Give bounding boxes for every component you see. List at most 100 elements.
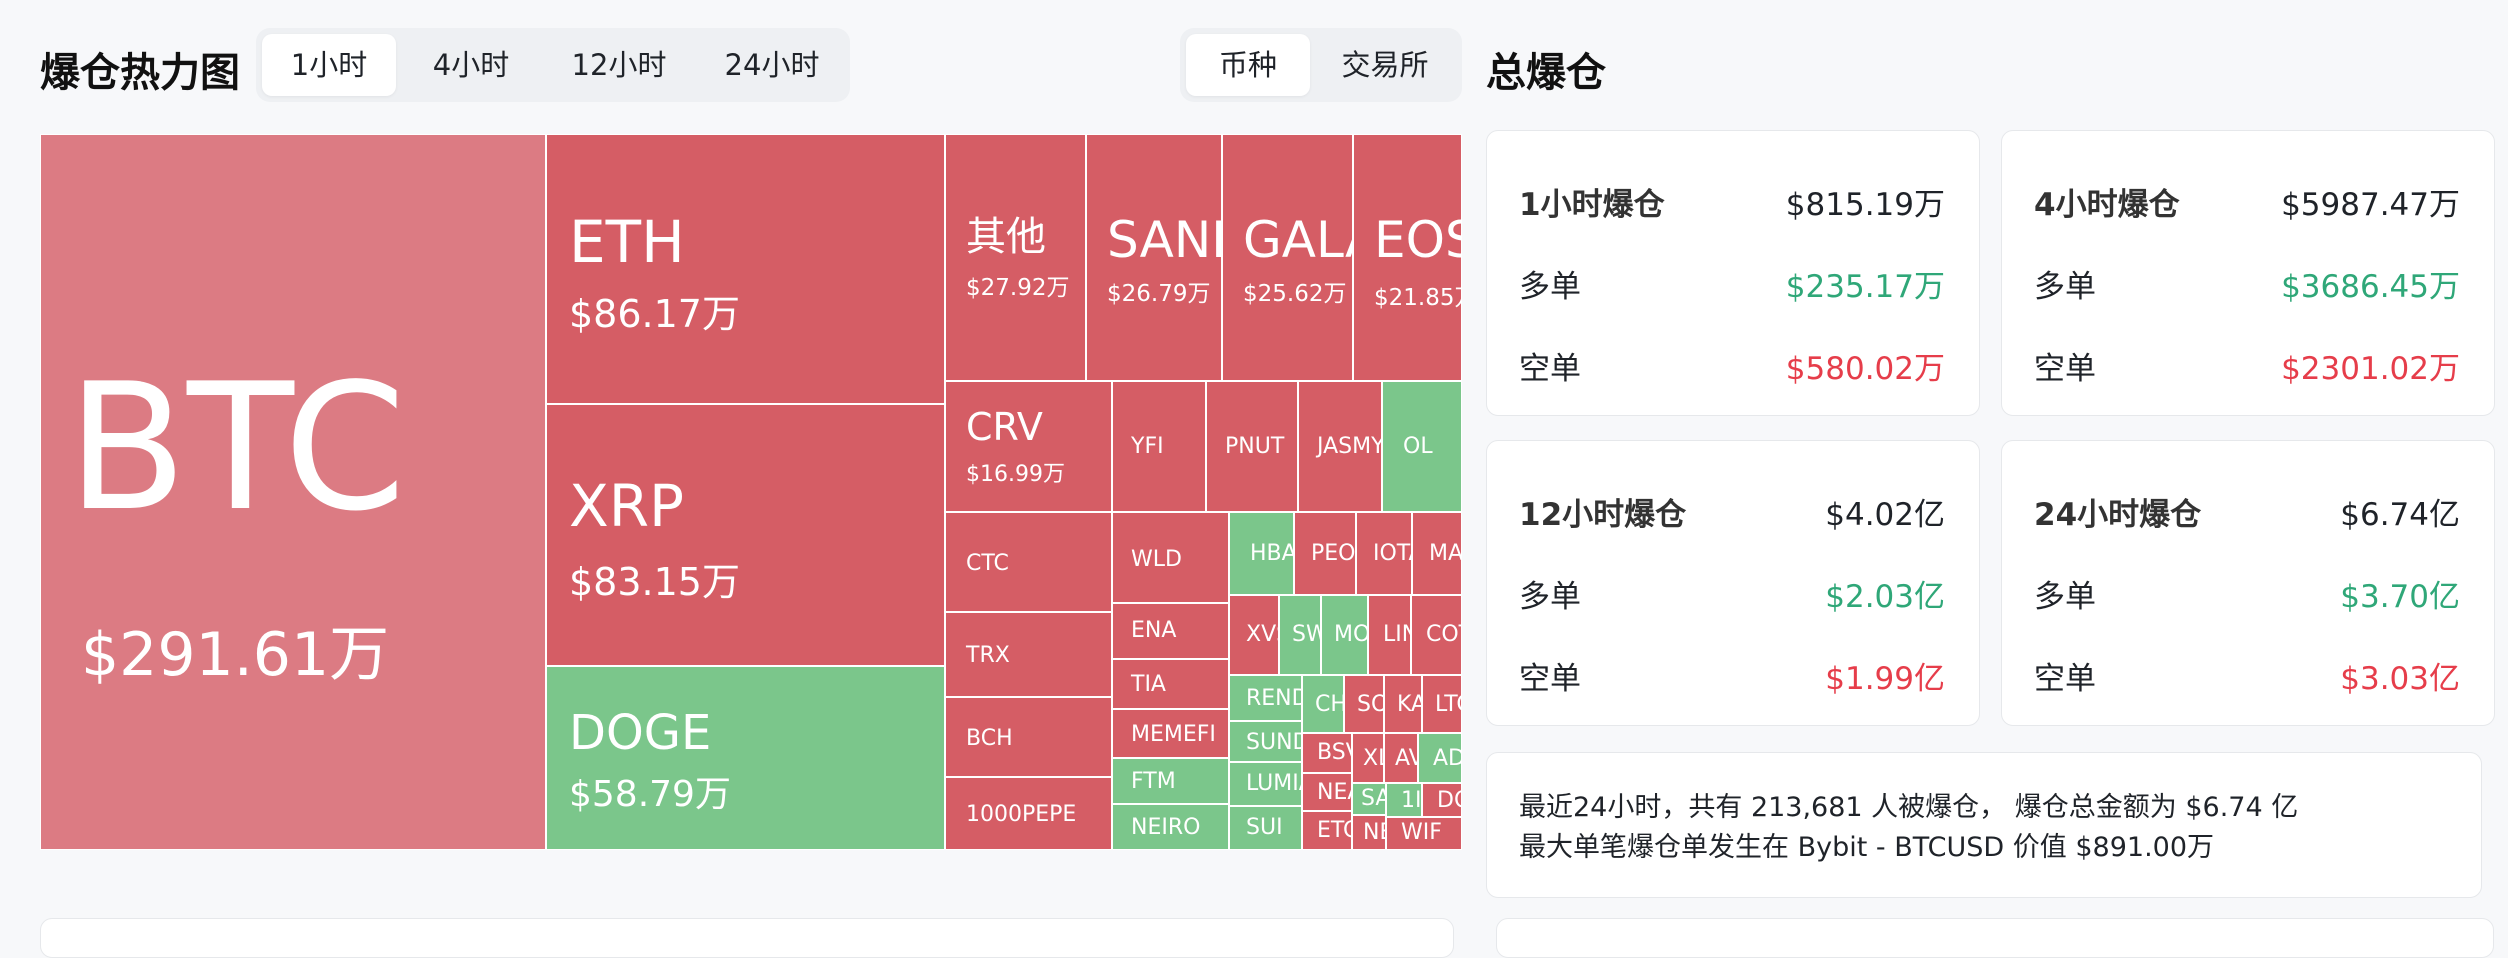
heatmap-tile-sol[interactable]: SOL: [1344, 675, 1384, 733]
card-24h: 24小时爆仓 $6.74亿 多单 $3.70亿 空单 $3.03亿: [2001, 440, 2495, 726]
tile-value: $83.15万: [569, 560, 740, 604]
heatmap-tile-sui[interactable]: SUI: [1229, 806, 1302, 850]
tile-symbol: ADA: [1433, 746, 1461, 771]
heatmap-tile-people[interactable]: PEOPLE: [1294, 512, 1356, 595]
heatmap-tile-memefi[interactable]: MEMEFI: [1112, 709, 1229, 758]
tile-symbol: YFI: [1131, 434, 1164, 459]
heatmap-tile-bch[interactable]: BCH: [945, 697, 1112, 777]
heatmap-tile-avax[interactable]: AVAX: [1384, 733, 1418, 783]
heatmap-tile-move[interactable]: MOVE: [1321, 595, 1368, 675]
tile-symbol: 1000PEPE: [966, 802, 1077, 827]
tab-coin[interactable]: 币种: [1186, 34, 1310, 96]
tile-symbol: LUMIA: [1246, 771, 1301, 796]
short-value: $1.99亿: [1825, 661, 1945, 697]
long-label: 多单: [2034, 579, 2096, 615]
tile-symbol: NEIRO: [1131, 815, 1201, 840]
tile-symbol: NEO: [1363, 820, 1385, 845]
tile-symbol: AVAX: [1395, 746, 1417, 771]
heatmap-tile-near[interactable]: NEAR: [1302, 773, 1352, 811]
heatmap-tile-yfi[interactable]: YFI: [1112, 381, 1206, 512]
heatmap-tile-sundog[interactable]: SUNDOG: [1229, 721, 1302, 762]
heatmap-tile-xvs[interactable]: XVS: [1229, 595, 1279, 675]
tile-symbol: IOTA: [1373, 541, 1411, 566]
tile-value: $26.79万: [1107, 281, 1211, 307]
heatmap-tile-gala[interactable]: GALA $25.62万: [1222, 134, 1353, 381]
tab-12h[interactable]: 12小时: [571, 48, 667, 82]
tab-exchange[interactable]: 交易所: [1341, 48, 1429, 82]
heatmap-tile-kas[interactable]: KAS: [1384, 675, 1422, 733]
tile-symbol: WLD: [1131, 547, 1182, 572]
tab-4h[interactable]: 4小时: [432, 48, 510, 82]
heatmap-tile-ena[interactable]: ENA: [1112, 603, 1229, 659]
time-range-tabs: 1小时 4小时 12小时 24小时: [256, 28, 850, 102]
heatmap-tile-chz[interactable]: CHZ: [1302, 675, 1344, 733]
heatmap-tile-dot[interactable]: DOT: [1422, 783, 1462, 817]
heatmap-tile-jasmy[interactable]: JASMY: [1298, 381, 1382, 512]
tile-symbol: CRV: [966, 405, 1043, 449]
card-label: 24小时爆仓: [2034, 497, 2202, 533]
heatmap-tile-ctc[interactable]: CTC: [945, 512, 1112, 612]
tile-symbol: SAND: [1361, 786, 1385, 811]
heatmap-tile-pnut[interactable]: PNUT: [1206, 381, 1298, 512]
heatmap-tile-mana[interactable]: MANA: [1412, 512, 1462, 595]
heatmap-tile-etc[interactable]: ETC: [1302, 811, 1352, 850]
heatmap-tile-ol[interactable]: OL: [1382, 381, 1462, 512]
long-label: 多单: [1519, 269, 1581, 305]
tile-symbol: OL: [1403, 434, 1433, 459]
heatmap-tile-eth[interactable]: ETH $86.17万: [546, 134, 945, 404]
heatmap-tile-coti[interactable]: COTI: [1411, 595, 1462, 675]
tile-value: $86.17万: [569, 292, 740, 336]
tile-value: $25.62万: [1243, 281, 1347, 307]
heatmap-tile-tia[interactable]: TIA: [1112, 659, 1229, 709]
long-label: 多单: [1519, 579, 1581, 615]
card-1h: 1小时爆仓 $815.19万 多单 $235.17万 空单 $580.02万: [1486, 130, 1980, 416]
short-value: $2301.02万: [2281, 351, 2460, 387]
tile-symbol: LTC: [1435, 692, 1461, 717]
heatmap-tile-neiro[interactable]: NEIRO: [1112, 804, 1229, 850]
heatmap-tile-hbar[interactable]: HBAR: [1229, 512, 1294, 595]
tab-24h[interactable]: 24小时: [724, 48, 820, 82]
short-value: $3.03亿: [2340, 661, 2460, 697]
heatmap-tile-link[interactable]: LINK: [1368, 595, 1411, 675]
heatmap-tile-[interactable]: 其他 $27.92万: [945, 134, 1086, 381]
next-section-card-right: [1496, 918, 2494, 958]
heatmap-tile-xrp[interactable]: XRP $83.15万: [546, 404, 945, 666]
heatmap-tile-render[interactable]: RENDER: [1229, 675, 1302, 721]
tile-symbol: RENDER: [1246, 686, 1301, 711]
tab-1h[interactable]: 1小时: [262, 34, 396, 96]
tile-symbol: EOS: [1374, 211, 1461, 269]
heatmap-tile-xlm[interactable]: XLM: [1352, 733, 1384, 783]
tile-value: $291.61万: [81, 620, 390, 690]
tile-symbol: JASMY: [1317, 434, 1382, 459]
tile-symbol: CHZ: [1315, 692, 1343, 717]
summary-card: 最近24小时，共有 213,681 人被爆仓， 爆仓总金额为 $6.74 亿 最…: [1486, 752, 2482, 898]
heatmap-tile-crv[interactable]: CRV $16.99万: [945, 381, 1112, 512]
heatmap-tile-ftm[interactable]: FTM: [1112, 758, 1229, 804]
heatmap-tile-doge[interactable]: DOGE $58.79万: [546, 666, 945, 850]
card-total: $6.74亿: [2340, 497, 2460, 533]
heatmap-tile-wld[interactable]: WLD: [1112, 512, 1229, 603]
heatmap-tile-1inch[interactable]: 1INCH: [1386, 783, 1422, 817]
short-label: 空单: [2034, 351, 2096, 387]
heatmap-tile-ada[interactable]: ADA: [1418, 733, 1462, 783]
long-value: $2.03亿: [1825, 579, 1945, 615]
tile-symbol: MOVE: [1334, 622, 1368, 647]
tile-symbol: SAND: [1107, 211, 1221, 269]
heatmap-tile-iota[interactable]: IOTA: [1356, 512, 1412, 595]
heatmap-tile-btc[interactable]: BTC $291.61万: [40, 134, 546, 850]
tile-value: $16.99万: [966, 462, 1065, 487]
heatmap-tile-wif[interactable]: WIF: [1386, 817, 1462, 850]
heatmap-tile-1000pepe[interactable]: 1000PEPE: [945, 777, 1112, 850]
card-label: 1小时爆仓: [1519, 187, 1665, 223]
tile-symbol: XLM: [1363, 746, 1383, 771]
heatmap-tile-swell[interactable]: SWELL: [1279, 595, 1321, 675]
heatmap-tile-ltc[interactable]: LTC: [1422, 675, 1462, 733]
heatmap-tile-neo[interactable]: NEO: [1352, 815, 1386, 850]
heatmap-tile-bsv[interactable]: BSV: [1302, 733, 1352, 773]
heatmap-tile-lumia[interactable]: LUMIA: [1229, 762, 1302, 806]
heatmap-tile-trx[interactable]: TRX: [945, 612, 1112, 697]
heatmap-tile-sand[interactable]: SAND: [1352, 783, 1386, 815]
summary-line-largest: 最大单笔爆仓单发生在 Bybit - BTCUSD 价值 $891.00万: [1519, 832, 2215, 863]
heatmap-tile-sand[interactable]: SAND $26.79万: [1086, 134, 1222, 381]
heatmap-tile-eos[interactable]: EOS $21.85万: [1353, 134, 1462, 381]
